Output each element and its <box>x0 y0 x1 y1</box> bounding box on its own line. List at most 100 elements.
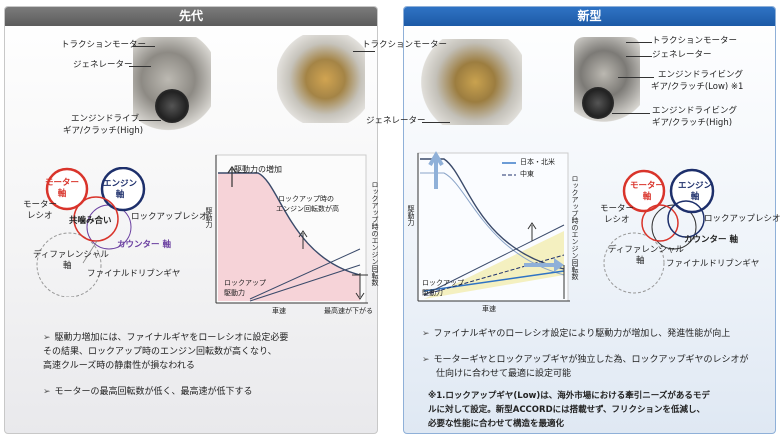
new-label-low-line1: エンジンドライビング <box>658 70 744 80</box>
leader-line <box>353 51 375 52</box>
new-gear-motor-ratio-line2: レシオ <box>604 215 630 225</box>
chart-topspeed: 最高速が下がる <box>324 307 373 315</box>
final-pointer <box>82 240 98 264</box>
motor-shaft-circle <box>622 169 666 213</box>
new-gear-diagram <box>603 168 715 294</box>
motor-gear-circle <box>641 204 679 242</box>
new-label-high-line1: エンジンドライビング <box>652 106 738 116</box>
leader-line <box>129 66 151 67</box>
previous-motor-image-right <box>277 35 365 123</box>
gear-motor-shaft: モーター 軸 <box>45 178 80 199</box>
leader-line <box>626 56 652 57</box>
topspeed-arrow <box>355 273 365 300</box>
new-gear-lockup-ratio: ロックアップレシオ <box>704 214 780 224</box>
gear-engine-shaft: エンジン 軸 <box>103 179 138 200</box>
leader-line <box>618 77 654 78</box>
new-label-low-line2: ギア/クラッチ(Low) ※1 <box>651 82 744 92</box>
chart-y-label: 駆動力 <box>407 205 415 226</box>
bullet-text: モーターの最高回転数が低く、最高速が低下する <box>54 387 253 397</box>
chart-right-label: ロックアップ時のエンジン回転数 <box>371 181 379 286</box>
previous-drive-force-chart: 駆動力の増加 ロックアップ時の エンジン回転数が高 ロックアップ 駆動力 駆動力… <box>205 147 380 319</box>
leader-line <box>139 120 161 121</box>
gear-diff-line2: 軸 <box>63 261 72 271</box>
new-model-panel: 新型 トラクションモーター ジェネレーター トラクションモーター ジェネレーター… <box>362 6 780 434</box>
lockup-line <box>249 248 361 300</box>
drive-force-curve <box>420 158 565 270</box>
chart-lockup-force-line1: ロックアップ <box>224 279 266 287</box>
gray-line <box>423 224 565 296</box>
chart-lockup-rpm-line1: ロックアップ時の <box>278 195 334 203</box>
label-generator-mid: ジェネレーター <box>366 116 426 126</box>
bullet-text: 駆動力増加には、ファイナルギヤをローレシオに設定必要 <box>54 333 289 343</box>
gear-motor-ratio-line1: モーター <box>23 200 58 210</box>
chart-lockup-line1: ロックアップ <box>422 279 464 287</box>
gear-diff-line1: ディファレンシャル <box>33 250 109 260</box>
chart-lockup-rpm-line2: エンジン回転数が高 <box>276 205 339 213</box>
previous-motor-drive-gear <box>155 89 189 123</box>
up-arrow <box>428 151 444 189</box>
new-gear-diff-line1: ディファレンシャル <box>608 245 684 255</box>
new-label-generator: ジェネレーター <box>652 50 712 60</box>
leader-line <box>133 46 155 47</box>
gear-final: ファイナルドリブンギヤ <box>87 269 181 279</box>
legend-me: 中東 <box>520 170 534 178</box>
lockup-gear-circle <box>667 200 705 238</box>
label-generator: ジェネレーター <box>73 60 133 70</box>
bullet-text: ファイナルギヤのローレシオ設定により駆動力が増加し、発進性能が向上 <box>433 329 731 339</box>
new-label-high-line2: ギア/クラッチ(High) <box>652 118 733 128</box>
previous-bullet-1-cont-b: 高速クルーズ時の静粛性が損なわれる <box>43 361 195 371</box>
me-line <box>423 254 565 296</box>
new-label-traction-motor: トラクションモーター <box>652 36 738 46</box>
right-arrow-head <box>554 258 564 272</box>
up-arrow <box>298 230 308 249</box>
arrow-icon: ➢ <box>422 355 430 365</box>
chart-x-label: 車速 <box>482 305 496 313</box>
arrow-icon: ➢ <box>422 329 430 339</box>
previous-bullet-1-cont-a: その結果、ロックアップ時のエンジン回転数が高くなり、 <box>43 347 277 357</box>
new-bullet-1: ➢ ファイナルギヤのローレシオ設定により駆動力が増加し、発進性能が向上 <box>422 327 730 341</box>
drive-force-curve <box>218 172 361 276</box>
new-note-line2: ルに対して設定。新型ACCORDには搭載せず、フリクションを低減し、 <box>428 405 706 415</box>
new-drive-force-chart: 日本・北米 中東 ロックアップ 駆動力 駆動力 ロックアップ時のエンジン回転数 … <box>404 145 582 319</box>
gear-motor-ratio-line2: レシオ <box>27 211 53 221</box>
previous-model-title: 先代 <box>5 7 377 26</box>
previous-gear-diagram <box>36 167 146 297</box>
pink-fill <box>218 173 360 301</box>
new-gear-engine-shaft: エンジン 軸 <box>678 181 713 202</box>
new-gear-diff-line2: 軸 <box>636 256 645 266</box>
gear-common: 共噛み合い <box>69 216 112 226</box>
gear-lockup-ratio: ロックアップレシオ <box>131 212 208 222</box>
new-gear-motor-shaft: モーター 軸 <box>630 181 665 202</box>
new-bullet-2-cont: 仕向けに合わせて最適に設定可能 <box>436 369 572 379</box>
new-motor-image-mid <box>418 39 522 125</box>
chart-lockup-force-line2: 駆動力 <box>224 289 245 297</box>
bullet-text: モーターギヤとロックアップギヤが独立した為、ロックアップギヤのレシオが <box>433 355 749 365</box>
chart-right-label: ロックアップ時のエンジン回転数 <box>571 175 579 280</box>
label-engine-drive-gear-line2: ギア/クラッチ(High) <box>63 126 144 136</box>
new-gear-final: ファイナルドリブンギヤ <box>666 259 760 269</box>
label-engine-drive-gear-line1: エンジンドライブ <box>71 114 140 124</box>
previous-bullet-1: ➢ 駆動力増加には、ファイナルギヤをローレシオに設定必要 <box>43 331 288 345</box>
leader-line <box>626 42 652 43</box>
new-model-title: 新型 <box>404 7 775 26</box>
label-traction-motor: トラクションモーター <box>61 40 147 50</box>
diff-shaft-circle <box>36 232 102 297</box>
label-traction-motor-mid: トラクションモーター <box>362 40 448 50</box>
jp-na-line <box>423 270 565 292</box>
gear-counter: カウンター 軸 <box>117 240 171 250</box>
new-gear-motor-ratio-line1: モーター <box>600 204 635 214</box>
previous-model-panel: 先代 トラクションモーター ジェネレーター エンジンドライブ ギア/クラッチ(H… <box>4 6 380 434</box>
diff-shaft-circle <box>603 232 665 294</box>
previous-bullet-2: ➢ モーターの最高回転数が低く、最高速が低下する <box>43 385 253 399</box>
chart-x-label: 車速 <box>272 307 286 315</box>
lockup-line-2 <box>249 264 361 302</box>
new-note-line3: 必要な性能に合わせて構造を最適化 <box>428 419 565 429</box>
leader-line <box>612 113 650 114</box>
arrow-icon: ➢ <box>43 333 51 343</box>
new-note-line1: ※1.ロックアップギヤ(Low)は、海外市場における牽引ニーズがあるモデ <box>428 391 710 401</box>
new-gear-counter: カウンター 軸 <box>684 235 738 245</box>
previous-chart-svg <box>215 154 368 304</box>
legend-jp-na: 日本・北米 <box>520 158 555 166</box>
up-arrow-2 <box>527 222 537 241</box>
yellow-fill <box>424 231 564 299</box>
